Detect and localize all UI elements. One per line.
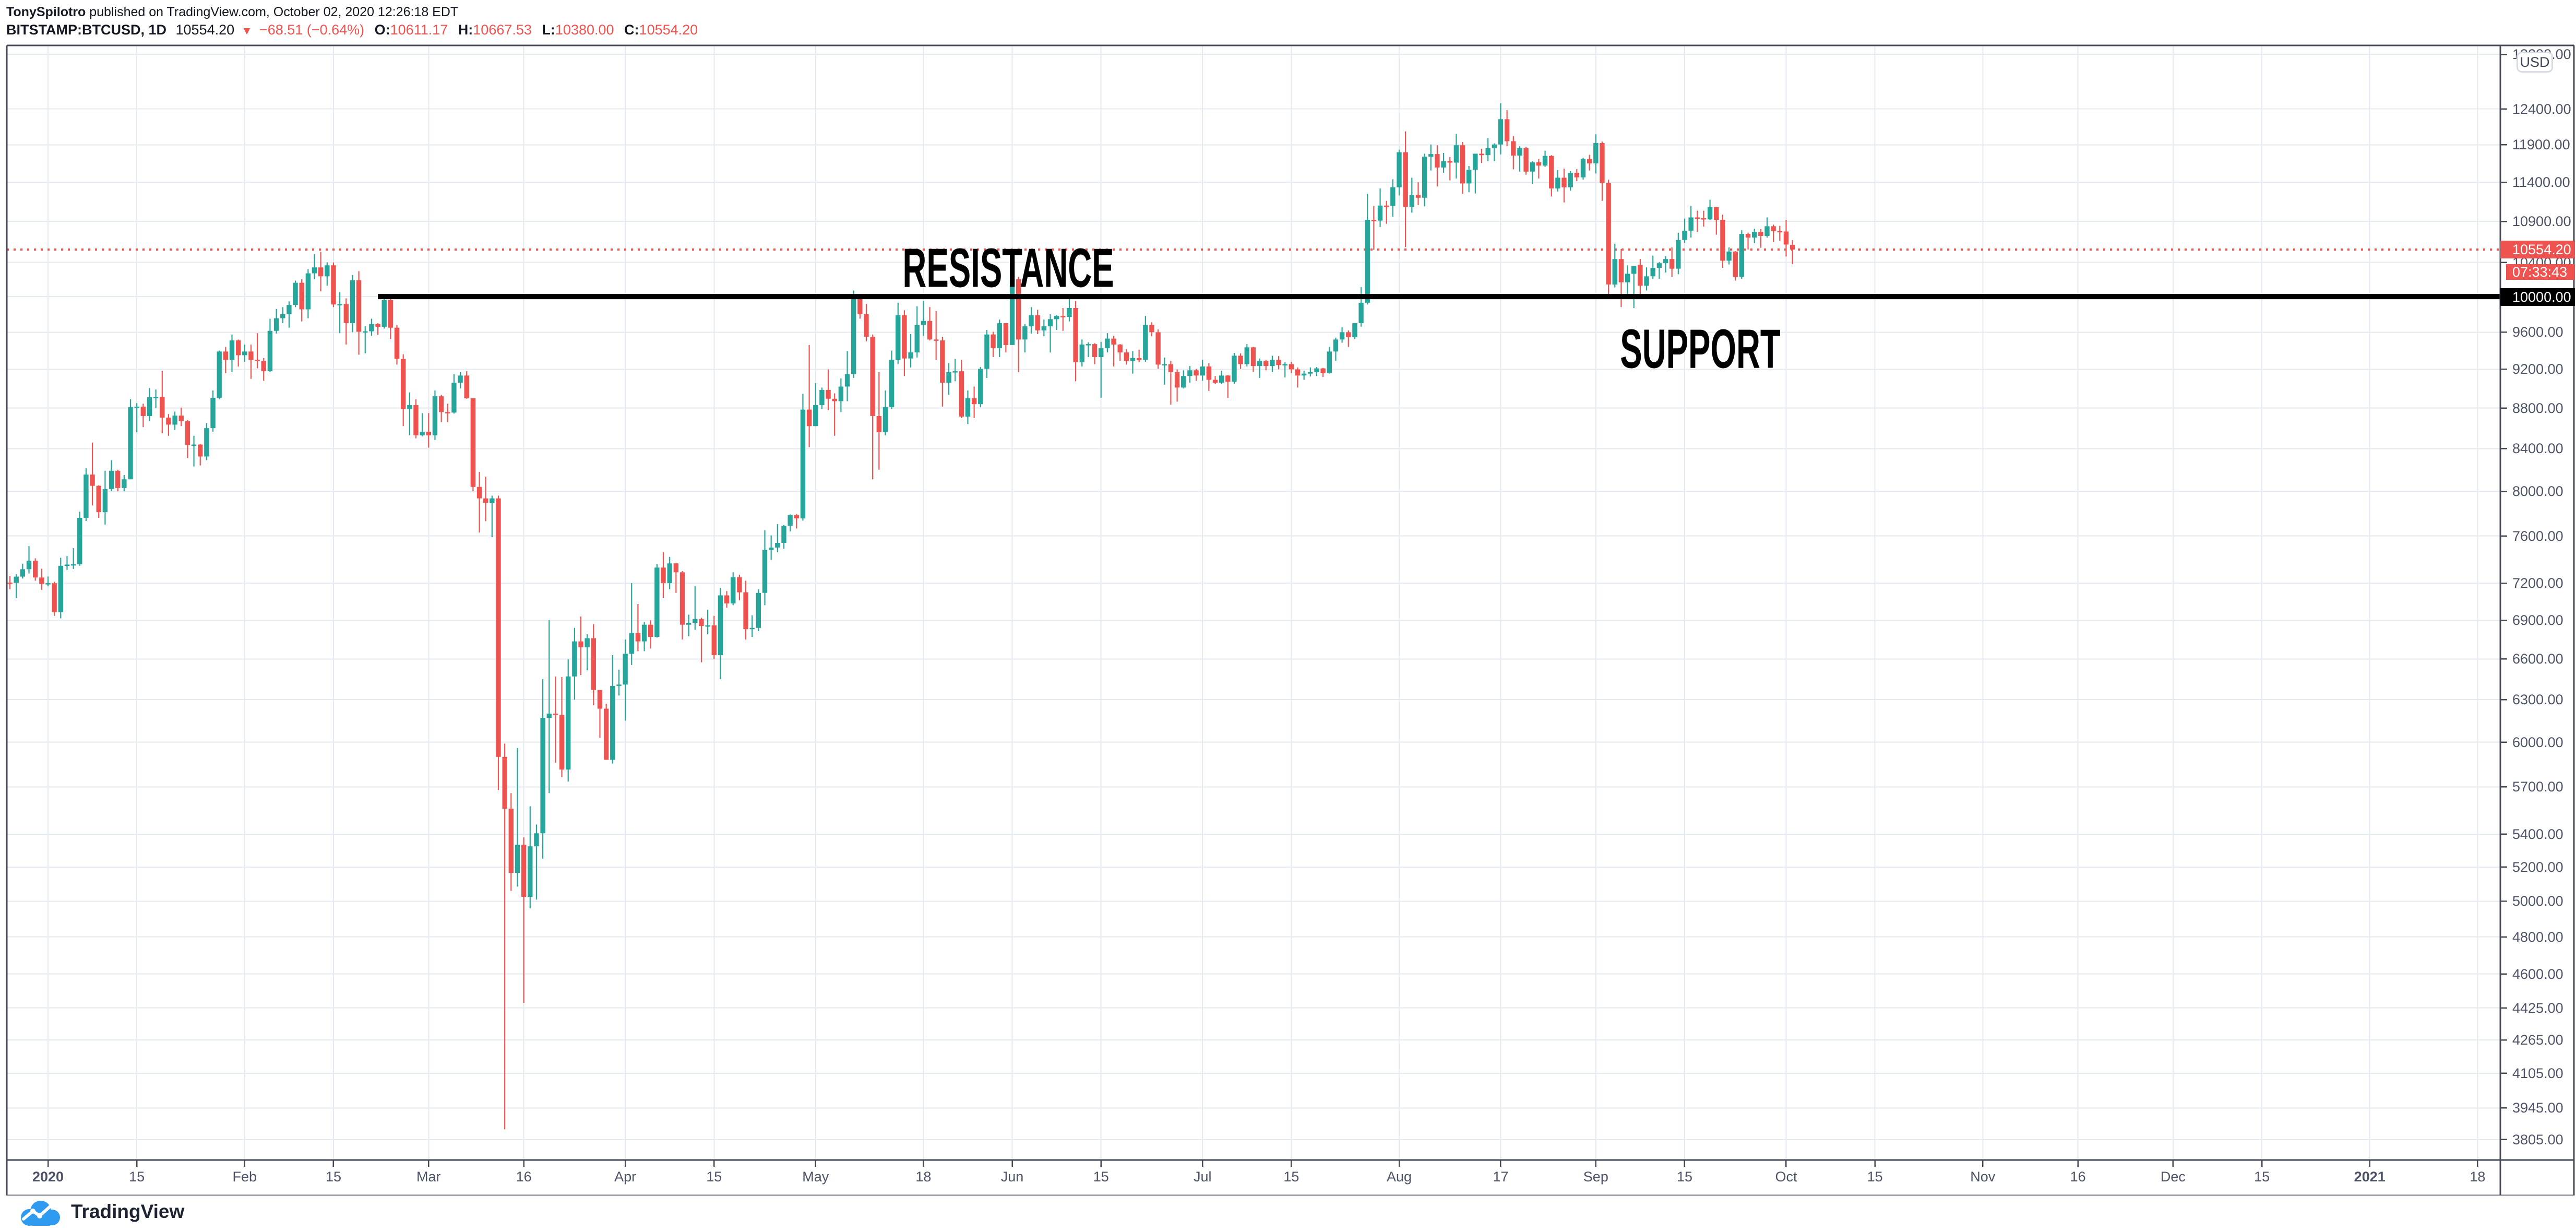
time-axis-label: 17 xyxy=(1493,1169,1509,1185)
price-axis-label: 8400.00 xyxy=(2512,441,2563,457)
price-axis-label: 4265.00 xyxy=(2512,1032,2563,1048)
last-price-tag: 10554.20 xyxy=(2500,241,2575,258)
price-axis-label: 4105.00 xyxy=(2512,1065,2563,1081)
price-axis-label: 5000.00 xyxy=(2512,893,2563,909)
price-axis-label: 6900.00 xyxy=(2512,612,2563,629)
price-axis-label: 6600.00 xyxy=(2512,651,2563,667)
time-axis-label: Jun xyxy=(1000,1169,1024,1185)
time-axis-label: 15 xyxy=(1867,1169,1883,1185)
time-axis-label: 15 xyxy=(1283,1169,1299,1185)
time-axis-label: 16 xyxy=(516,1169,532,1185)
price-axis-label: 4425.00 xyxy=(2512,1000,2563,1016)
time-axis-label: 18 xyxy=(2470,1169,2486,1185)
time-axis-label: Apr xyxy=(614,1169,637,1185)
price-axis-label: 9200.00 xyxy=(2512,361,2563,377)
axis-tick-marks xyxy=(47,53,2507,1167)
price-axis-label: 10900.00 xyxy=(2512,214,2571,230)
price-axis-label: 12400.00 xyxy=(2512,101,2571,117)
time-axis-label: 15 xyxy=(325,1169,341,1185)
time-axis-label: May xyxy=(802,1169,829,1185)
support-text-annotation[interactable]: SUPPORT xyxy=(1620,318,1781,380)
price-axis-label: 5200.00 xyxy=(2512,859,2563,875)
time-axis-label: Jul xyxy=(1193,1169,1212,1185)
time-axis-label: Feb xyxy=(232,1169,257,1185)
symbol-label: BITSTAMP:BTCUSD, 1D xyxy=(6,22,166,38)
time-axis-label: Oct xyxy=(1775,1169,1797,1185)
time-axis-label: 18 xyxy=(915,1169,932,1185)
price-axis-label: 8000.00 xyxy=(2512,483,2563,499)
time-axis-label: Dec xyxy=(2160,1169,2186,1185)
price-axis-label: 3805.00 xyxy=(2512,1131,2563,1147)
high-value: 10667.53 xyxy=(473,22,532,38)
open-label: O: xyxy=(374,22,390,38)
price-axis-label: 6300.00 xyxy=(2512,692,2563,708)
open-value: 10611.17 xyxy=(390,22,448,38)
tradingview-logo-icon[interactable] xyxy=(16,1198,66,1228)
time-axis-label: Mar xyxy=(416,1169,441,1185)
time-axis-label: Nov xyxy=(1970,1169,1996,1185)
horizontal-line-price-tag[interactable]: 10000.00 xyxy=(2500,288,2575,306)
close-value: 10554.20 xyxy=(639,22,698,38)
price-axis-label: 4600.00 xyxy=(2512,966,2563,982)
last-price: 10554.20 xyxy=(175,22,235,38)
price-axis-label: 7600.00 xyxy=(2512,528,2563,544)
time-axis-label: 15 xyxy=(129,1169,145,1185)
time-axis-label: 2021 xyxy=(2354,1169,2386,1185)
chart-header: TonySpilotro published on TradingView.co… xyxy=(6,4,698,40)
low-value: 10380.00 xyxy=(555,22,614,38)
price-axis-label: 5400.00 xyxy=(2512,826,2563,842)
currency-toggle-button[interactable]: USD xyxy=(2517,52,2553,73)
candlesticks xyxy=(7,103,1795,1130)
price-axis-label: 5700.00 xyxy=(2512,779,2563,795)
price-axis-label: 11400.00 xyxy=(2512,174,2570,191)
bar-countdown-tag: 07:33:43 xyxy=(2506,264,2575,280)
price-axis-label: 8800.00 xyxy=(2512,400,2563,416)
high-label: H: xyxy=(458,22,473,38)
author-name: TonySpilotro xyxy=(6,5,86,19)
price-axis-label: 4800.00 xyxy=(2512,929,2563,945)
gridlines xyxy=(7,45,2500,1160)
publish-details: published on TradingView.com, October 02… xyxy=(86,5,459,19)
footer-bar: TradingView xyxy=(0,1196,2576,1231)
time-axis-label: 15 xyxy=(2254,1169,2270,1185)
price-axis-label: 11900.00 xyxy=(2512,137,2570,153)
symbol-info-row: BITSTAMP:BTCUSD, 1D 10554.20 ▼ −68.51 (−… xyxy=(6,21,698,40)
time-axis-label: Sep xyxy=(1583,1169,1608,1185)
time-axis-label: 15 xyxy=(1093,1169,1109,1185)
price-axis-label: 7200.00 xyxy=(2512,575,2563,591)
time-axis-label: 16 xyxy=(2070,1169,2086,1185)
price-axis-label: 9600.00 xyxy=(2512,324,2563,340)
tradingview-brand-text[interactable]: TradingView xyxy=(71,1201,185,1222)
low-label: L: xyxy=(542,22,555,38)
time-axis-label: 15 xyxy=(706,1169,722,1185)
price-change: −68.51 (−0.64%) xyxy=(259,22,365,38)
time-axis-label: 2020 xyxy=(32,1169,64,1185)
price-axis-label: 6000.00 xyxy=(2512,734,2563,750)
time-axis-label: 15 xyxy=(1676,1169,1693,1185)
price-down-icon: ▼ xyxy=(241,25,253,37)
publish-info: TonySpilotro published on TradingView.co… xyxy=(6,4,698,20)
close-label: C: xyxy=(624,22,639,38)
time-axis-label: Aug xyxy=(1386,1169,1412,1185)
resistance-text-annotation[interactable]: RESISTANCE xyxy=(902,237,1114,299)
price-axis-label: 3945.00 xyxy=(2512,1100,2563,1116)
